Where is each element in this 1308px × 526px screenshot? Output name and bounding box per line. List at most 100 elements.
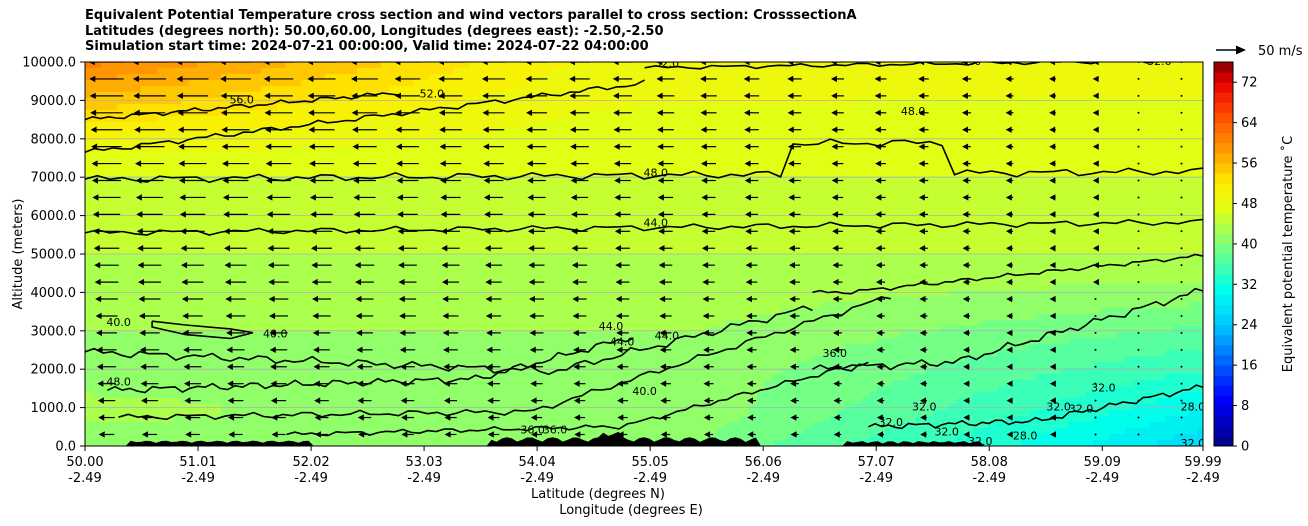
field-cell [517, 140, 526, 147]
field-cell [309, 140, 318, 147]
field-cell [541, 128, 550, 135]
field-cell [197, 284, 206, 291]
field-cell [605, 410, 614, 417]
field-cell [261, 158, 270, 165]
field-cell [165, 398, 174, 405]
field-cell [533, 344, 542, 351]
field-cell [93, 416, 102, 423]
field-cell [173, 416, 182, 423]
field-cell [389, 416, 398, 423]
field-cell [669, 368, 678, 375]
field-cell [317, 434, 326, 441]
field-cell [85, 80, 94, 87]
field-cell [389, 200, 398, 207]
field-cell [701, 254, 710, 261]
field-cell [261, 176, 270, 183]
field-cell [581, 218, 590, 225]
field-cell [277, 224, 286, 231]
field-cell [101, 302, 110, 309]
field-cell [605, 248, 614, 255]
field-cell [565, 158, 574, 165]
field-cell [629, 326, 638, 333]
field-cell [381, 356, 390, 363]
field-cell [533, 206, 542, 213]
field-cell [637, 302, 646, 309]
field-cell [597, 356, 606, 363]
field-cell [637, 230, 646, 237]
field-cell [453, 440, 462, 446]
field-cell [453, 302, 462, 309]
field-cell [189, 170, 198, 177]
field-cell [397, 374, 406, 381]
field-cell [85, 218, 94, 225]
field-cell [237, 62, 246, 69]
field-cell [325, 140, 334, 147]
field-cell [237, 422, 246, 429]
field-cell [101, 230, 110, 237]
field-cell [357, 218, 366, 225]
field-cell [389, 134, 398, 141]
field-cell [517, 158, 526, 165]
field-cell [213, 62, 222, 69]
field-cell [597, 110, 606, 117]
field-cell [141, 308, 150, 315]
field-cell [365, 410, 374, 417]
field-cell [549, 68, 558, 75]
field-cell [277, 356, 286, 363]
field-cell [365, 62, 374, 69]
field-cell [173, 338, 182, 345]
field-cell [381, 116, 390, 123]
field-cell [205, 188, 214, 195]
field-cell [653, 254, 662, 261]
field-cell [109, 272, 118, 279]
field-cell [333, 314, 342, 321]
field-cell [525, 176, 534, 183]
field-cell [173, 248, 182, 255]
field-cell [317, 368, 326, 375]
field-cell [125, 122, 134, 129]
field-cell [677, 272, 686, 279]
field-cell [341, 134, 350, 141]
field-cell [461, 68, 470, 75]
field-cell [653, 332, 662, 339]
field-cell [653, 392, 662, 399]
field-cell [589, 176, 598, 183]
field-cell [365, 362, 374, 369]
field-cell [501, 182, 510, 189]
field-cell [469, 86, 478, 93]
field-cell [309, 236, 318, 243]
field-cell [541, 380, 550, 387]
field-cell [645, 80, 654, 87]
field-cell [237, 134, 246, 141]
field-cell [125, 194, 134, 201]
field-cell [109, 134, 118, 141]
field-cell [165, 104, 174, 111]
field-cell [653, 146, 662, 153]
field-cell [293, 242, 302, 249]
field-cell [685, 308, 694, 315]
field-cell [293, 398, 302, 405]
field-cell [477, 242, 486, 249]
field-cell [277, 248, 286, 255]
field-cell [413, 428, 422, 435]
field-cell [677, 314, 686, 321]
field-cell [453, 266, 462, 273]
field-cell [501, 416, 510, 423]
field-cell [621, 434, 630, 441]
field-cell [261, 266, 270, 273]
field-cell [253, 398, 262, 405]
field-cell [381, 284, 390, 291]
field-cell [149, 344, 158, 351]
field-cell [493, 362, 502, 369]
field-cell [373, 170, 382, 177]
field-cell [253, 188, 262, 195]
field-cell [597, 332, 606, 339]
field-cell [637, 92, 646, 99]
field-cell [549, 296, 558, 303]
field-cell [229, 176, 238, 183]
field-cell [325, 158, 334, 165]
field-cell [565, 356, 574, 363]
field-cell [221, 260, 230, 267]
field-cell [541, 266, 550, 273]
field-cell [685, 272, 694, 279]
